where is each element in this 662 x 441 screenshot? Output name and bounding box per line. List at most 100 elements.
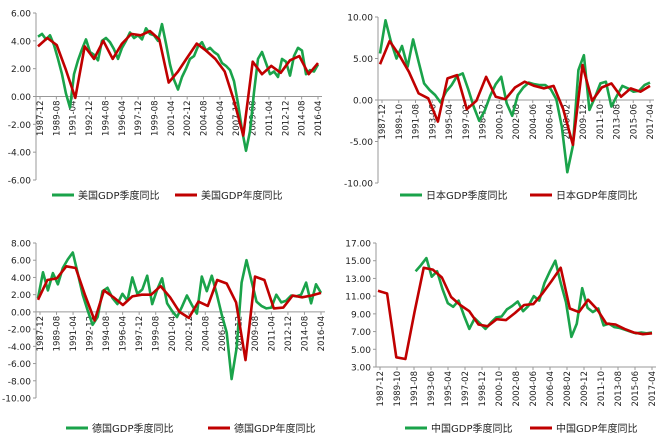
x-tick-label: 2000-10	[495, 104, 505, 140]
x-tick-label: 2004-06	[529, 104, 539, 140]
x-tick-label: 2002-08	[512, 104, 522, 140]
y-tick-label: -2.00	[8, 326, 32, 336]
legend-label: 美国GDP季度同比	[78, 189, 159, 202]
legend-label: 中国GDP年度同比	[556, 422, 637, 435]
x-tick-label: 1992-12	[85, 101, 95, 137]
x-tick-label: 2017-04	[648, 371, 658, 407]
x-tick-label: 1987-12	[36, 101, 46, 137]
x-tick-label: 2017-04	[646, 104, 656, 140]
y-tick-label: 13.00	[345, 275, 371, 285]
annual-series-line	[36, 264, 322, 362]
usa-gdp-chart: 6.00 4.00 2.00 0.00 -2.00 -4.00 -6.00 1987-12 19…	[8, 10, 324, 203]
x-tick-label: 2015-06	[631, 371, 641, 407]
y-tick-label: 4.00	[11, 37, 31, 47]
x-tick-label: 2011-04	[265, 101, 275, 137]
x-tick-label: 2007-12	[234, 316, 244, 352]
y-tick-label: 7.00	[351, 328, 371, 338]
y-tick-label: 0.00	[11, 308, 31, 318]
quarterly-series-line	[36, 251, 323, 381]
y-tick-label: -4.00	[8, 343, 32, 353]
x-tick-label: 2013-08	[614, 371, 624, 407]
x-tick-label: 1999-08	[150, 101, 160, 137]
x-tick-label: 1998-12	[478, 371, 488, 407]
y-tick-label: 15.00	[345, 257, 371, 267]
y-tick-label: -5.00	[350, 138, 374, 148]
annual-series-line	[377, 266, 653, 361]
y-tick-label: -2.00	[8, 121, 32, 131]
y-tick-label: 6.00	[11, 257, 31, 267]
x-tick-label: 1998-12	[479, 104, 489, 140]
x-tick-label: 1989-08	[53, 316, 63, 352]
quarterly-series-line	[414, 256, 653, 339]
x-tick-label: 2009-12	[580, 371, 590, 407]
china-gdp-chart: 17.00 15.00 13.00 11.00 9.00 7.00 5.00 3.00 1987…	[345, 240, 658, 436]
x-tick-label: 1997-02	[462, 104, 472, 140]
x-tick-label: 1997-12	[134, 101, 144, 137]
legend-label: 日本GDP年度同比	[556, 189, 637, 202]
x-tick-label: 2009-12	[579, 104, 589, 140]
x-tick-label: 1995-04	[445, 104, 455, 140]
legend-label: 德国GDP季度同比	[92, 422, 173, 435]
x-tick-label: 2006-04	[546, 371, 556, 407]
y-tick-label: 17.00	[345, 240, 371, 250]
y-tick-label: -8.00	[8, 377, 32, 387]
x-tick-label: 1991-04	[69, 316, 79, 352]
y-tick-label: 2.00	[11, 65, 31, 75]
germany-gdp-chart: 8.00 6.00 4.00 2.00 0.00 -2.00 -4.00 -6.00 -8.00…	[2, 240, 327, 436]
x-tick-label: 2008-02	[563, 371, 573, 407]
x-tick-label: 2000-10	[495, 371, 505, 407]
x-tick-label: 2001-04	[168, 316, 178, 352]
legend-label: 德国GDP年度同比	[234, 422, 315, 435]
x-tick-label: 2004-06	[529, 371, 539, 407]
y-tick-label: 6.00	[11, 10, 31, 20]
x-tick-label: 1994-08	[101, 101, 111, 137]
x-tick-label: 1991-08	[410, 371, 420, 407]
x-tick-label: 2011-10	[596, 104, 606, 140]
x-tick-label: 2002-12	[183, 101, 193, 137]
x-tick-label: 1992-12	[86, 316, 96, 352]
x-tick-label: 1997-12	[135, 316, 145, 352]
annual-series-line	[378, 39, 651, 147]
x-tick-label: 2016-04	[314, 101, 324, 137]
legend-label: 中国GDP季度同比	[431, 422, 512, 435]
x-tick-label: 2007-12	[232, 101, 242, 137]
x-tick-label: 2006-04	[216, 101, 226, 137]
quarterly-series-line	[378, 18, 651, 174]
x-tick-label: 2006-04	[218, 316, 228, 352]
x-tick-label: 1987-12	[36, 316, 46, 352]
y-tick-label: 4.00	[11, 274, 31, 284]
x-tick-label: 1997-02	[461, 371, 471, 407]
x-tick-label: 2012-12	[281, 101, 291, 137]
x-tick-label: 1994-08	[102, 316, 112, 352]
x-tick-label: 2011-10	[597, 371, 607, 407]
x-tick-label: 2004-08	[200, 101, 210, 137]
x-tick-label: 1989-10	[395, 104, 405, 140]
y-tick-label: -4.00	[8, 149, 32, 159]
x-tick-label: 1991-08	[412, 104, 422, 140]
x-tick-label: 1996-04	[119, 316, 129, 352]
x-tick-label: 1993-06	[428, 104, 438, 140]
y-tick-label: 8.00	[11, 240, 31, 250]
y-tick-label: 5.00	[353, 55, 373, 65]
y-tick-label: 3.00	[351, 364, 371, 374]
x-tick-label: 2001-04	[167, 101, 177, 137]
x-tick-label: 2011-04	[267, 316, 277, 352]
legend-label: 日本GDP季度同比	[426, 189, 507, 202]
x-tick-label: 2013-08	[613, 104, 623, 140]
y-tick-label: -10.00	[2, 395, 31, 405]
x-tick-label: 2014-08	[300, 316, 310, 352]
y-tick-label: 0.00	[11, 93, 31, 103]
y-tick-label: -6.00	[8, 177, 32, 187]
x-tick-label: 1999-08	[152, 316, 162, 352]
x-tick-label: 2009-08	[251, 316, 261, 352]
x-tick-label: 2006-04	[546, 104, 556, 140]
quarterly-series-line	[37, 22, 320, 153]
x-tick-label: 2002-08	[512, 371, 522, 407]
x-tick-label: 1987-12	[376, 371, 386, 407]
x-tick-label: 2016-04	[317, 316, 327, 352]
x-tick-label: 2014-08	[298, 101, 308, 137]
y-tick-label: 2.00	[11, 291, 31, 301]
x-tick-label: 1989-08	[52, 101, 62, 137]
y-tick-label: 10.00	[347, 14, 373, 24]
